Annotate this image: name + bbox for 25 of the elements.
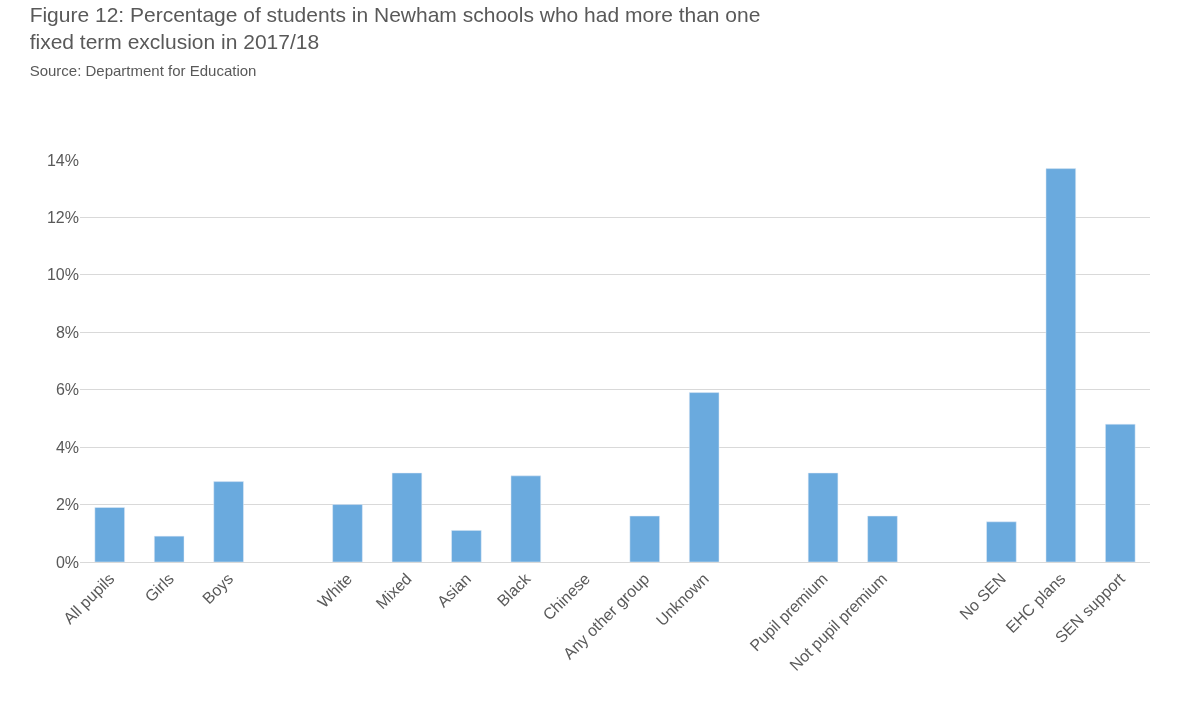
y-tick-label: 10%: [46, 266, 79, 284]
bar: [689, 392, 720, 562]
bar: [629, 515, 660, 562]
bar: [986, 521, 1017, 562]
bar: [451, 530, 482, 562]
y-tick-label: 0%: [55, 553, 79, 571]
bar: [154, 535, 185, 562]
bar: [391, 472, 423, 562]
bar: [94, 507, 125, 562]
y-tick-label: 2%: [55, 496, 79, 514]
bar: [1105, 423, 1136, 562]
bar: [213, 481, 244, 562]
bar: [807, 472, 839, 562]
y-tick-label: 8%: [55, 323, 79, 341]
chart-subtitle: Source: Department for Education: [29, 62, 257, 80]
y-tick-label: 6%: [55, 381, 79, 399]
y-tick-label: 12%: [46, 209, 79, 227]
chart-title: Figure 12: Percentage of students in Newham schools who had more than one fixed term exclusion in 2017/18: [29, 2, 761, 53]
y-tick-label: 4%: [55, 438, 79, 456]
bar: [332, 504, 363, 562]
bar: [510, 475, 541, 562]
x-tick-label: Girls: [141, 569, 177, 606]
bar: [1045, 168, 1076, 562]
y-tick-label: 14%: [46, 151, 79, 169]
bar: [867, 515, 898, 562]
